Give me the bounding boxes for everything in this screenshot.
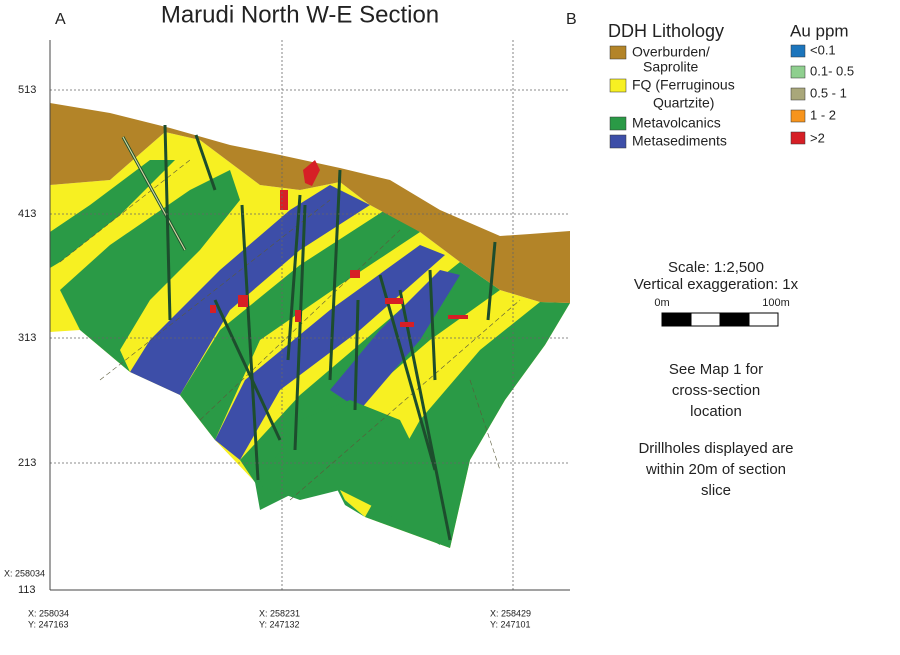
metavolcanics (60, 170, 240, 372)
legend-title: Au ppm (790, 21, 849, 40)
legend-swatch (790, 44, 806, 58)
au-interval (295, 310, 301, 322)
legend-swatch (790, 65, 806, 79)
drillhole (328, 169, 342, 381)
metavolcanics (180, 210, 420, 440)
au-interval (238, 295, 248, 307)
drillholes (121, 124, 497, 541)
au-interval (280, 190, 288, 210)
au-interval (448, 315, 468, 319)
legend-label: Quartzite) (653, 95, 714, 111)
metavolcanics (255, 302, 570, 548)
legend-label: 0.5 - 1 (810, 85, 847, 100)
y-coordinate: Y: 247163 (28, 619, 69, 629)
drillhole (486, 241, 497, 321)
drillhole (398, 289, 452, 541)
scale-label: 0m (654, 297, 669, 309)
drillhole (194, 134, 217, 191)
scale-bar (690, 312, 721, 327)
legend-label: 1 - 2 (810, 107, 836, 122)
notes: See Map 1 for cross-section location Dri… (638, 361, 793, 499)
scale-bar (719, 312, 750, 327)
drillhole (378, 274, 437, 471)
drillhole (240, 204, 260, 481)
scale-label: 100m (762, 297, 790, 309)
note-line: slice (701, 482, 731, 499)
au-legend: Au ppm <0.1 0.1- 0.5 0.5 - 1 1 - 2 >2 (790, 21, 854, 145)
drillhole (293, 204, 307, 451)
legend-swatch (609, 134, 627, 149)
legend-title: DDH Lithology (608, 21, 724, 41)
x-coordinate: X: 258034 (28, 608, 69, 618)
note-line: See Map 1 for (669, 361, 763, 378)
note-line: Drillholes displayed are (638, 440, 793, 457)
x-coordinate: X: 258231 (259, 608, 300, 618)
y-coordinate: Y: 247101 (490, 619, 531, 629)
au-interval (303, 160, 320, 186)
legend-swatch (790, 87, 806, 101)
grid (49, 40, 570, 591)
lithology-legend: DDH Lithology Overburden/ Saprolite FQ (… (608, 21, 735, 149)
scale-bar (748, 312, 779, 327)
scale-text: Scale: 1:2,500 (668, 259, 764, 276)
legend-label: >2 (810, 130, 825, 145)
legend-swatch (790, 131, 806, 145)
scale: Scale: 1:2,500 Vertical exaggeration: 1x… (634, 259, 799, 327)
drillhole (353, 299, 360, 411)
legend-label: Saprolite (643, 59, 698, 75)
metasediments (130, 185, 370, 395)
exaggeration-text: Vertical exaggeration: 1x (634, 276, 799, 293)
legend-label: Overburden/ (632, 44, 710, 60)
drillhole (213, 299, 282, 441)
overburden (50, 103, 570, 303)
legend-swatch (790, 109, 806, 123)
au-interval (350, 270, 360, 278)
note-line: location (690, 403, 742, 420)
metasediments (330, 270, 460, 410)
metavolcanics (258, 400, 440, 545)
legend-swatch (609, 78, 627, 93)
drillhole (286, 194, 302, 361)
drillhole (163, 124, 172, 321)
note-line: within 20m of section (645, 461, 786, 478)
section-end: B (566, 11, 577, 28)
section-end: A (55, 11, 66, 28)
elevation-label: 213 (18, 457, 36, 469)
y-coordinate: Y: 247132 (259, 619, 300, 629)
elevation-label: 413 (18, 208, 36, 220)
legend-swatch (609, 45, 627, 60)
title: Marudi North W-E Section (161, 1, 439, 28)
legend-label: Metasediments (632, 133, 727, 149)
legend-label: FQ (Ferruginous (632, 77, 735, 93)
side-coordinate: X: 258034 (4, 568, 45, 578)
elevation-label: 113 (18, 584, 36, 596)
legend-label: <0.1 (810, 42, 836, 57)
legend-label: 0.1- 0.5 (810, 63, 854, 78)
drillhole (428, 269, 437, 381)
au-interval (385, 298, 403, 304)
x-coordinate: X: 258429 (490, 608, 531, 618)
legend-label: Metavolcanics (632, 115, 721, 131)
scale-bar (661, 312, 692, 327)
elevation-label: 313 (18, 332, 36, 344)
au-interval (210, 305, 216, 313)
drillhole (122, 136, 186, 251)
metavolcanics (50, 160, 175, 268)
au-interval (400, 322, 414, 327)
legend-swatch (609, 116, 627, 131)
elevation-label: 513 (18, 84, 36, 96)
note-line: cross-section (672, 382, 760, 399)
au-intervals (210, 160, 468, 327)
